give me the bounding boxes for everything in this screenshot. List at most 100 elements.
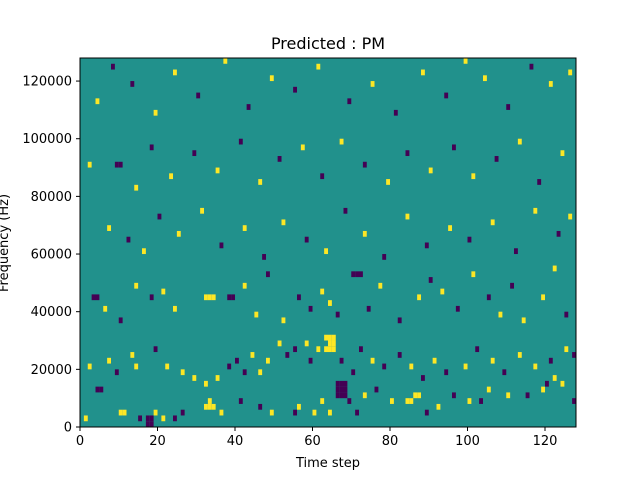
heatmap-cell-high (269, 409, 274, 416)
heatmap-cell-low (397, 352, 402, 358)
heatmap-cell-low (285, 352, 290, 358)
heatmap-cell-low (393, 109, 398, 116)
heatmap-cell-low (153, 346, 158, 353)
heatmap-cell-high (153, 109, 158, 116)
heatmap-cell-high (490, 219, 495, 226)
heatmap-cell-low (424, 242, 429, 249)
heatmap-cell-low (335, 386, 340, 393)
x-axis-label: Time step (295, 456, 360, 471)
heatmap-cell-low (149, 421, 154, 427)
heatmap-cell-low (351, 271, 356, 278)
heatmap-cell-high (560, 150, 565, 157)
heatmap-cell-low (525, 392, 530, 399)
heatmap-cell-low (339, 386, 344, 393)
y-axis: 0 20000 40000 60000 80000 100000 120000 (22, 75, 80, 436)
heatmap-cell-high (204, 294, 208, 301)
heatmap-cell-high (339, 138, 344, 145)
heatmap-cell-low (238, 138, 243, 145)
heatmap-cell-high (471, 271, 476, 278)
heatmap-cell-low (502, 369, 507, 376)
heatmap-cell-low (339, 380, 344, 387)
heatmap-cell-low (382, 254, 387, 260)
heatmap-cell-high (87, 363, 92, 370)
heatmap-cell-low (486, 294, 491, 301)
heatmap-cell-high (258, 369, 263, 376)
heatmap-cell-high (320, 398, 325, 404)
heatmap-cell-high (428, 167, 433, 174)
heatmap-cell-high (541, 386, 546, 393)
heatmap-cell-high (506, 392, 511, 399)
heatmap-cell-high (95, 98, 100, 105)
heatmap-cell-high (316, 346, 321, 353)
heatmap-cell-high (378, 282, 383, 289)
y-axis-label: Frequency (Hz) (0, 194, 12, 292)
y-tick-label: 0 (64, 421, 72, 436)
heatmap-cell-low (297, 294, 301, 301)
heatmap-cell-high (409, 363, 414, 370)
heatmap-cell-low (130, 81, 135, 87)
heatmap-cell-low (510, 282, 515, 289)
heatmap-cell-low (564, 311, 569, 318)
y-tick-label: 100000 (22, 132, 72, 147)
heatmap-cell-high (498, 311, 503, 318)
heatmap-cell-high (548, 81, 553, 87)
heatmap-cell-high (328, 346, 332, 353)
heatmap-cells (83, 58, 577, 427)
heatmap-cell-low (548, 357, 553, 364)
heatmap-cell-low (362, 161, 367, 168)
heatmap-cell-high (161, 288, 166, 295)
heatmap-cell-low (335, 380, 340, 387)
heatmap-cell-high (463, 58, 468, 64)
heatmap-cell-low (452, 392, 456, 399)
heatmap-cell-low (359, 346, 363, 353)
heatmap-cell-low (506, 104, 511, 110)
heatmap-cell-low (537, 179, 542, 185)
heatmap-cell-low (421, 375, 425, 381)
heatmap-cell-high (436, 403, 441, 410)
heatmap-cell-high (83, 415, 88, 422)
heatmap-cell-low (347, 398, 352, 404)
heatmap-cell-high (242, 282, 247, 289)
heatmap-cell-high (324, 334, 329, 341)
plot-frame (79, 57, 577, 428)
heatmap-cell-high (254, 311, 259, 318)
heatmap-cell-high (324, 248, 329, 255)
heatmap-cell-high (413, 392, 418, 399)
heatmap-cell-high (463, 363, 468, 370)
heatmap-cell-high (517, 138, 522, 145)
heatmap-cell-high (328, 334, 332, 341)
heatmap-cell-low (293, 86, 298, 93)
heatmap-cell-high (107, 357, 112, 364)
heatmap-cell-high (118, 409, 123, 416)
heatmap-cell-high (564, 346, 569, 353)
heatmap-cell-high (370, 357, 375, 364)
heatmap-cell-high (328, 340, 332, 347)
heatmap-cell-low (320, 173, 325, 180)
heatmap-cell-high (215, 375, 220, 381)
heatmap-cell-low (572, 352, 577, 358)
heatmap-cell-low (157, 213, 162, 220)
heatmap-cell-low (173, 415, 177, 422)
heatmap-cell-high (130, 352, 135, 358)
heatmap-cell-low (118, 317, 123, 324)
heatmap-cell-high (161, 415, 166, 422)
heatmap-cell-high (173, 305, 177, 312)
plot-area (79, 57, 577, 428)
heatmap-cell-low (231, 294, 236, 301)
heatmap-cell-low (91, 294, 96, 301)
heatmap-cell-high (297, 403, 301, 410)
heatmap-cell-high (486, 386, 491, 393)
heatmap-cell-high (207, 398, 212, 404)
heatmap-cell-low (382, 363, 387, 370)
heatmap-cell-low (227, 363, 232, 370)
x-tick-label: 0 (76, 434, 84, 449)
heatmap-cell-high (211, 403, 216, 410)
heatmap-cell-low (246, 104, 251, 110)
heatmap-cell-high (107, 225, 112, 231)
heatmap-cell-low (308, 357, 313, 364)
plot-background (80, 58, 576, 427)
heatmap-cell-low (149, 294, 154, 301)
heatmap-cell-high (331, 346, 336, 353)
heatmap-cell-high (483, 75, 487, 82)
heatmap-cell-high (281, 219, 286, 226)
